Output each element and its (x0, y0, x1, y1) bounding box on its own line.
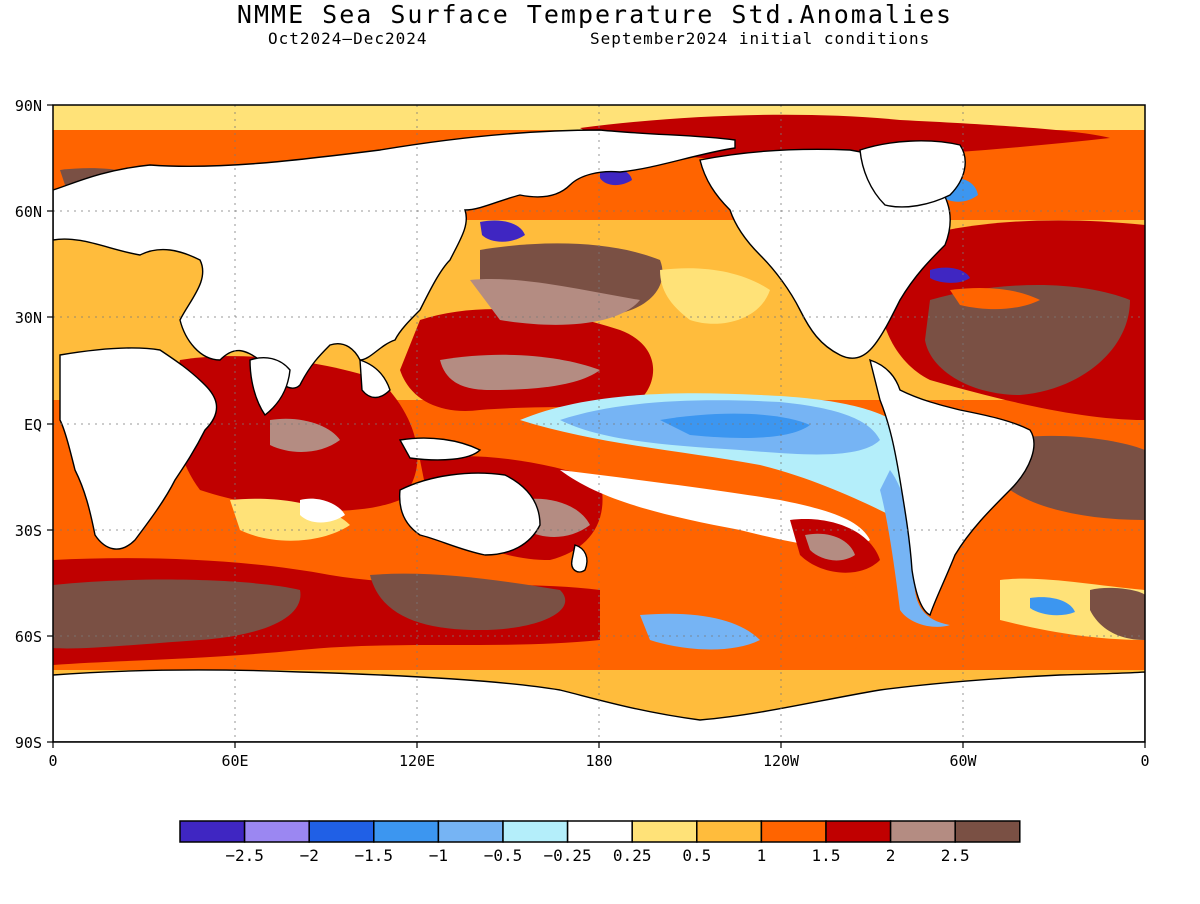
lat-label: 90N (15, 97, 42, 115)
lon-label: 60W (949, 752, 977, 770)
legend-swatch (566, 820, 633, 843)
legend-label: −0.25 (544, 846, 592, 865)
color-legend: −2.5 −2 −1.5 −1 −0.5 −0.25 0.25 0.5 1 1.5 2 2.5 (179, 820, 1021, 865)
legend-swatch (631, 820, 698, 843)
legend-swatch (437, 820, 504, 843)
legend-label: 0.5 (682, 846, 711, 865)
legend-label: 0.25 (613, 846, 652, 865)
graticule (53, 105, 1145, 742)
lon-label: 60E (221, 752, 248, 770)
legend-swatch (502, 820, 569, 843)
legend-swatch (954, 820, 1021, 843)
legend-swatch (179, 820, 246, 843)
lon-label: 120E (399, 752, 435, 770)
lon-label: 0 (1140, 752, 1149, 770)
legend-label: 2.5 (941, 846, 970, 865)
legend-swatch (889, 820, 956, 843)
legend-swatch (308, 820, 375, 843)
lon-label: 0 (48, 752, 57, 770)
initial-conditions: September2024 initial conditions (590, 29, 931, 48)
lat-label: 30N (15, 309, 42, 327)
legend-swatch (696, 820, 763, 843)
lon-label: 180 (585, 752, 612, 770)
legend-swatch (373, 820, 440, 843)
longitude-labels: 0 60E 120E 180 120W 60W 0 (48, 752, 1149, 770)
legend-swatch (243, 820, 310, 843)
legend-label: 2 (886, 846, 896, 865)
legend-label: −2.5 (225, 846, 264, 865)
legend-label: −0.5 (484, 846, 523, 865)
lat-label: 90S (15, 734, 42, 752)
lat-label: 30S (15, 522, 42, 540)
lat-label: 60S (15, 628, 42, 646)
axis-ticks (47, 104, 1146, 748)
legend-label: 1 (757, 846, 767, 865)
legend-label: −2 (300, 846, 319, 865)
lat-label: 60N (15, 203, 42, 221)
legend-label: −1 (429, 846, 448, 865)
lon-label: 120W (763, 752, 800, 770)
legend-swatch (760, 820, 827, 843)
legend-label: 1.5 (812, 846, 841, 865)
latitude-labels: 90N 60N 30N EQ 30S 60S 90S (15, 97, 42, 752)
lat-label: EQ (24, 416, 42, 434)
forecast-period: Oct2024–Dec2024 (268, 29, 428, 48)
legend-label: −1.5 (355, 846, 394, 865)
legend-swatch (825, 820, 892, 843)
map-title: NMME Sea Surface Temperature Std.Anomali… (236, 0, 954, 29)
